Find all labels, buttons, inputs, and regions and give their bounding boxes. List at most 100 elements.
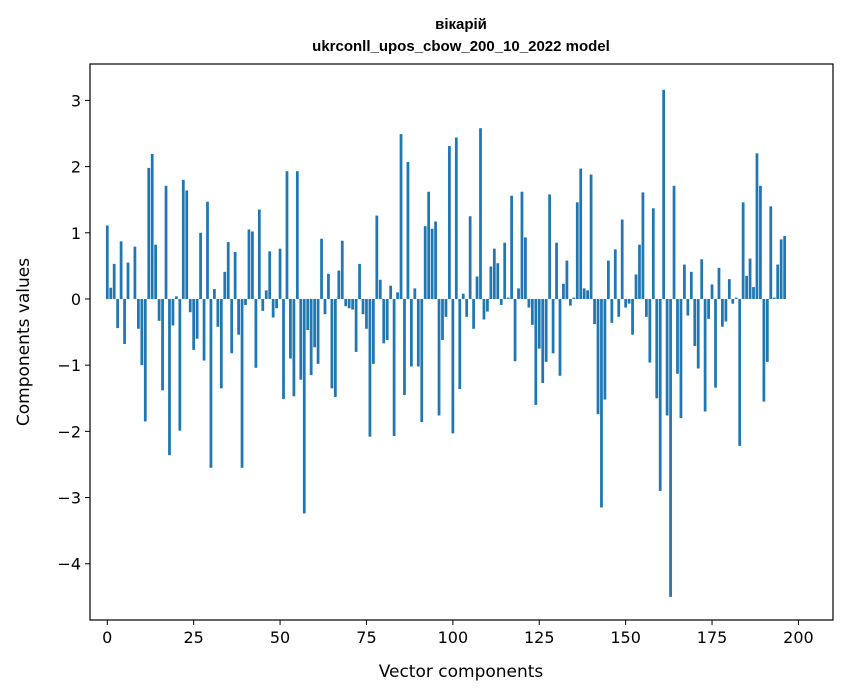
x-tick-label: 175 bbox=[697, 628, 728, 647]
bar bbox=[378, 279, 382, 299]
bar bbox=[434, 221, 437, 299]
bar bbox=[292, 298, 296, 397]
bar bbox=[669, 298, 672, 597]
bar bbox=[396, 292, 399, 299]
bar bbox=[385, 298, 389, 341]
bar bbox=[741, 202, 745, 299]
bar bbox=[513, 298, 517, 362]
bar bbox=[665, 298, 669, 416]
bar bbox=[202, 298, 206, 361]
bar bbox=[105, 225, 109, 299]
bar bbox=[530, 298, 534, 325]
bar bbox=[175, 296, 178, 299]
bar bbox=[772, 297, 776, 299]
bar bbox=[634, 274, 638, 299]
bar bbox=[617, 298, 621, 317]
bar bbox=[783, 236, 786, 299]
y-tick-label: −3 bbox=[57, 489, 81, 508]
bar bbox=[278, 248, 282, 299]
bar bbox=[251, 231, 254, 299]
x-tick-label: 75 bbox=[356, 628, 376, 647]
bar bbox=[461, 293, 465, 299]
bar bbox=[430, 228, 434, 299]
bar bbox=[658, 298, 662, 491]
bar bbox=[745, 275, 748, 299]
bar bbox=[410, 298, 413, 367]
bar bbox=[641, 192, 645, 299]
bar bbox=[606, 260, 610, 299]
bar bbox=[686, 298, 690, 316]
bar bbox=[752, 287, 755, 299]
bar bbox=[185, 190, 189, 299]
bar bbox=[589, 174, 593, 299]
bar bbox=[233, 251, 237, 299]
y-axis-ticks: −4 −3 −2 −1 0 1 2 3 bbox=[57, 91, 90, 574]
y-axis-label: Components values bbox=[14, 258, 34, 426]
bar bbox=[458, 298, 462, 389]
bar bbox=[451, 298, 455, 434]
bar bbox=[510, 195, 513, 299]
bar bbox=[748, 258, 752, 299]
bar bbox=[313, 298, 317, 348]
bar bbox=[382, 298, 386, 344]
y-tick-label: 1 bbox=[71, 224, 81, 243]
bar bbox=[582, 288, 586, 299]
x-axis-label: Vector components bbox=[379, 662, 544, 682]
bar bbox=[206, 201, 209, 299]
bar bbox=[168, 298, 171, 456]
x-tick-label: 150 bbox=[610, 628, 641, 647]
bar bbox=[161, 298, 164, 391]
bar bbox=[562, 283, 565, 299]
bar bbox=[112, 263, 116, 299]
bar bbox=[769, 206, 773, 299]
bar bbox=[776, 264, 780, 299]
bar bbox=[499, 298, 503, 305]
bar bbox=[541, 298, 545, 384]
bar bbox=[137, 298, 140, 329]
bar bbox=[762, 298, 766, 402]
bar bbox=[133, 246, 137, 299]
bar bbox=[406, 161, 410, 299]
bar bbox=[347, 298, 351, 309]
bar bbox=[717, 267, 721, 299]
bar bbox=[188, 298, 192, 313]
bar bbox=[268, 251, 272, 299]
bar bbox=[365, 298, 368, 329]
bar bbox=[320, 238, 323, 299]
bar bbox=[119, 241, 123, 299]
bar bbox=[219, 298, 223, 389]
bar bbox=[195, 298, 199, 339]
bar bbox=[755, 153, 759, 299]
bar bbox=[399, 134, 403, 299]
bar bbox=[237, 298, 240, 335]
bar bbox=[427, 191, 431, 299]
bar bbox=[475, 276, 479, 299]
bar bbox=[620, 219, 624, 299]
x-tick-label: 125 bbox=[524, 628, 555, 647]
bar bbox=[548, 194, 551, 299]
bar bbox=[354, 298, 358, 352]
bar bbox=[275, 298, 278, 309]
chart-title: вікарій bbox=[435, 16, 487, 33]
bar bbox=[679, 298, 683, 419]
bar bbox=[392, 298, 396, 436]
bar bbox=[454, 137, 458, 299]
bar bbox=[544, 298, 548, 362]
y-tick-label: −2 bbox=[57, 422, 81, 441]
bar bbox=[264, 290, 268, 299]
bar bbox=[181, 179, 185, 299]
bar bbox=[323, 298, 327, 315]
bar bbox=[420, 298, 424, 423]
bar bbox=[672, 185, 676, 299]
bar bbox=[302, 298, 306, 514]
y-tick-label: 2 bbox=[71, 158, 81, 177]
bar bbox=[689, 271, 693, 299]
bar bbox=[375, 215, 379, 299]
bar bbox=[575, 202, 579, 299]
bar bbox=[603, 298, 607, 400]
bar bbox=[337, 270, 341, 299]
bar bbox=[703, 298, 707, 412]
bar bbox=[503, 242, 507, 299]
bar bbox=[555, 242, 558, 299]
x-tick-label: 0 bbox=[102, 628, 112, 647]
